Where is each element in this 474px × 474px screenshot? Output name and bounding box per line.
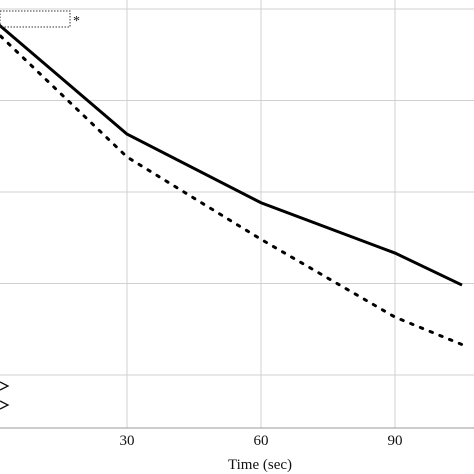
arrow-marker-icon: [0, 381, 10, 391]
x-tick-labels: 30 60 90: [120, 433, 403, 449]
x-tick-label: 90: [388, 433, 403, 449]
x-tick-label: 30: [120, 433, 135, 449]
x-axis-title: Time (sec): [228, 457, 292, 473]
series-line-solid: [0, 23, 463, 287]
x-tick-label: 60: [254, 433, 269, 449]
legend-box-outline: [0, 10, 71, 28]
annotation-asterisk: *: [73, 14, 80, 29]
chart-series: [0, 23, 464, 347]
arrow-marker-icon: [0, 400, 10, 410]
chart-grid: [0, 0, 474, 428]
